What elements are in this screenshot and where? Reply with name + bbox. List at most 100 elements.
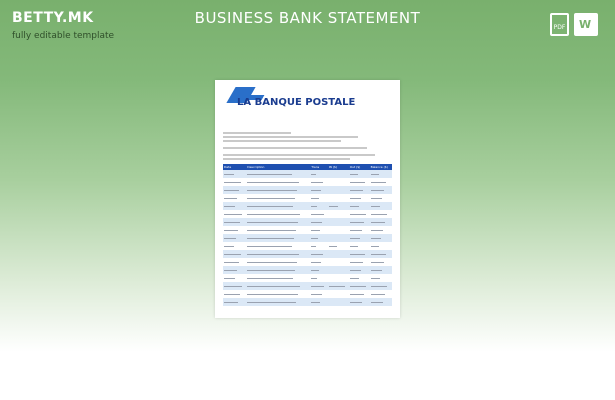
table-cell xyxy=(349,290,370,298)
table-cell xyxy=(223,194,246,202)
text-placeholder xyxy=(311,205,318,207)
table-cell xyxy=(369,234,392,242)
text-line xyxy=(223,140,342,142)
text-placeholder xyxy=(370,285,387,287)
table-cell xyxy=(310,258,327,266)
text-placeholder xyxy=(311,237,319,239)
table-cell xyxy=(223,290,246,298)
text-placeholder xyxy=(224,253,241,255)
table-cell xyxy=(310,194,327,202)
text-placeholder xyxy=(311,301,321,303)
table-cell xyxy=(327,298,349,306)
table-cell xyxy=(223,226,246,234)
table-cell xyxy=(310,298,328,306)
table-cell xyxy=(370,226,392,234)
word-file-icon[interactable]: W xyxy=(574,13,598,36)
text-placeholder xyxy=(224,237,236,239)
table-row xyxy=(223,226,392,234)
pdf-file-icon[interactable]: PDF xyxy=(550,13,569,36)
text-placeholder xyxy=(224,173,234,175)
text-placeholder xyxy=(224,269,237,271)
table-cell xyxy=(310,266,328,274)
text-placeholder xyxy=(370,173,379,175)
text-placeholder xyxy=(370,245,379,247)
table-cell xyxy=(348,186,370,194)
table-cell xyxy=(246,186,311,194)
table-cell xyxy=(223,170,247,178)
text-placeholder xyxy=(328,245,337,247)
table-cell xyxy=(370,178,392,186)
table-cell xyxy=(370,258,392,266)
text-placeholder xyxy=(328,285,345,287)
table-cell xyxy=(370,274,392,282)
text-placeholder xyxy=(349,269,361,271)
table-cell xyxy=(246,258,310,266)
text-placeholder xyxy=(370,205,380,207)
table-cell xyxy=(310,242,327,250)
table-cell xyxy=(223,250,247,258)
text-placeholder xyxy=(311,253,324,255)
text-placeholder xyxy=(224,245,234,247)
text-placeholder xyxy=(349,293,364,295)
table-cell xyxy=(369,298,392,306)
text-placeholder xyxy=(224,197,237,199)
text-placeholder xyxy=(247,245,293,247)
text-placeholder xyxy=(224,213,242,215)
table-cell xyxy=(349,258,370,266)
table-row xyxy=(223,250,392,258)
table-cell xyxy=(327,218,349,226)
table-cell xyxy=(310,282,328,290)
table-cell xyxy=(246,250,311,258)
table-row xyxy=(223,290,392,298)
text-placeholder xyxy=(370,229,383,231)
text-placeholder xyxy=(247,277,294,279)
text-placeholder xyxy=(370,301,383,303)
table-cell xyxy=(310,250,328,258)
table-cell xyxy=(223,298,247,306)
table-cell xyxy=(246,226,310,234)
column-header: Balance ($) xyxy=(369,164,392,170)
text-placeholder xyxy=(311,229,321,231)
text-placeholder xyxy=(311,269,320,271)
table-cell xyxy=(246,298,311,306)
table-cell xyxy=(246,290,310,298)
statement-preview[interactable]: LA BANQUE POSTALE Date Description Trans IN… xyxy=(215,80,400,318)
text-placeholder xyxy=(224,189,239,191)
text-placeholder xyxy=(349,237,360,239)
text-placeholder xyxy=(311,261,322,263)
table-cell xyxy=(349,274,370,282)
table-row xyxy=(223,234,392,242)
table-cell xyxy=(246,194,310,202)
table-row xyxy=(223,210,392,218)
text-placeholder xyxy=(311,285,325,287)
text-line xyxy=(223,132,291,134)
transactions-table: Date Description Trans IN ($) Out ($) Balance… xyxy=(223,164,392,306)
text-placeholder xyxy=(311,245,317,247)
table-cell xyxy=(348,170,370,178)
table-cell xyxy=(246,266,311,274)
text-placeholder xyxy=(247,261,298,263)
text-placeholder xyxy=(349,253,365,255)
table-cell xyxy=(223,186,247,194)
column-header: Out ($) xyxy=(348,164,370,170)
table-cell xyxy=(348,282,370,290)
table-cell xyxy=(328,178,349,186)
table-cell xyxy=(369,282,392,290)
table-cell xyxy=(348,298,370,306)
text-placeholder xyxy=(370,181,386,183)
text-placeholder xyxy=(247,213,301,215)
table-cell xyxy=(223,258,246,266)
text-placeholder xyxy=(370,269,382,271)
brand-logo[interactable]: BETTY.MK xyxy=(12,10,94,26)
text-placeholder xyxy=(349,205,359,207)
text-line xyxy=(223,154,376,156)
text-placeholder xyxy=(311,197,320,199)
table-cell xyxy=(246,282,311,290)
text-placeholder xyxy=(311,277,318,279)
logo-text: LA BANQUE POSTALE xyxy=(237,97,356,108)
text-placeholder xyxy=(349,213,366,215)
text-placeholder xyxy=(247,189,298,191)
text-placeholder xyxy=(370,197,382,199)
table-cell xyxy=(328,226,349,234)
table-cell xyxy=(369,170,392,178)
